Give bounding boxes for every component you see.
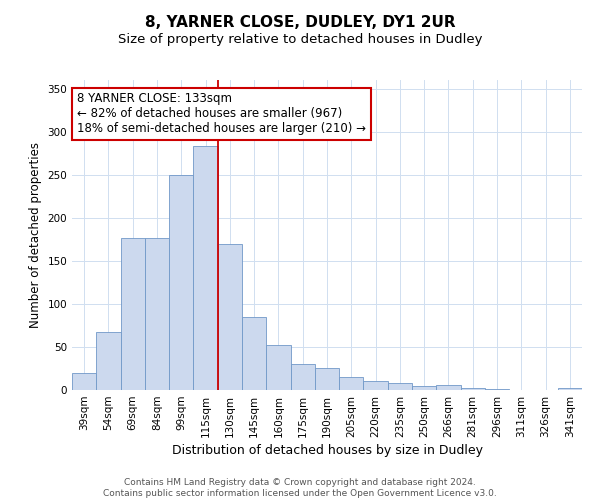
Bar xyxy=(388,383,412,390)
Bar xyxy=(145,238,169,390)
Bar xyxy=(96,332,121,390)
Bar xyxy=(266,345,290,390)
Bar xyxy=(339,377,364,390)
Y-axis label: Number of detached properties: Number of detached properties xyxy=(29,142,42,328)
Bar xyxy=(290,364,315,390)
Bar xyxy=(315,368,339,390)
Bar xyxy=(242,317,266,390)
Bar xyxy=(558,388,582,390)
Bar xyxy=(72,373,96,390)
Bar xyxy=(485,389,509,390)
Bar xyxy=(364,382,388,390)
Text: Contains HM Land Registry data © Crown copyright and database right 2024.
Contai: Contains HM Land Registry data © Crown c… xyxy=(103,478,497,498)
Bar xyxy=(193,146,218,390)
Bar xyxy=(169,174,193,390)
Bar xyxy=(412,386,436,390)
Text: 8, YARNER CLOSE, DUDLEY, DY1 2UR: 8, YARNER CLOSE, DUDLEY, DY1 2UR xyxy=(145,15,455,30)
Text: Size of property relative to detached houses in Dudley: Size of property relative to detached ho… xyxy=(118,32,482,46)
Bar xyxy=(121,238,145,390)
Bar xyxy=(436,385,461,390)
Bar xyxy=(218,244,242,390)
Bar xyxy=(461,388,485,390)
X-axis label: Distribution of detached houses by size in Dudley: Distribution of detached houses by size … xyxy=(172,444,482,457)
Text: 8 YARNER CLOSE: 133sqm
← 82% of detached houses are smaller (967)
18% of semi-de: 8 YARNER CLOSE: 133sqm ← 82% of detached… xyxy=(77,92,366,136)
